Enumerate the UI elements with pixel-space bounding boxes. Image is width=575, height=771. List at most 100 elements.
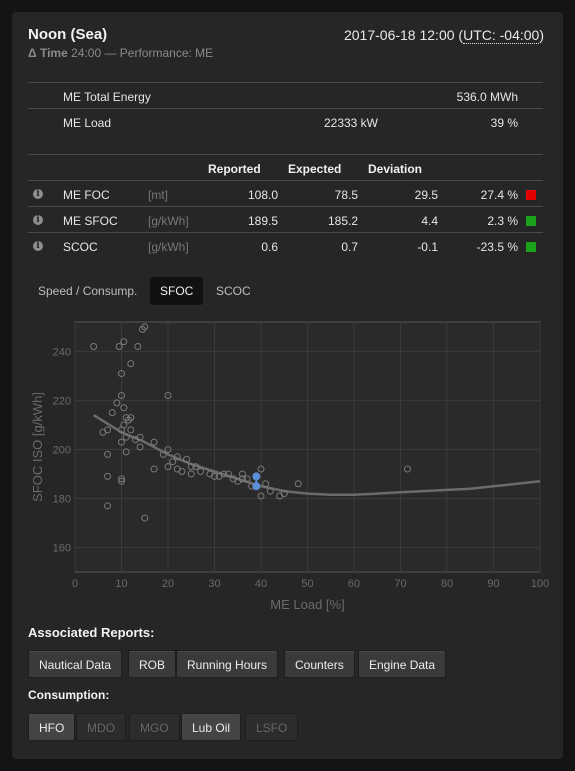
data-point: [164, 445, 172, 453]
status-indicator: [526, 190, 536, 200]
x-tick-label: 90: [487, 578, 499, 590]
data-point: [122, 433, 130, 441]
data-point: [131, 436, 139, 444]
x-tick-label: 100: [531, 578, 549, 590]
data-point: [127, 360, 135, 368]
datetime-suffix: ): [539, 27, 544, 43]
data-point: [115, 343, 123, 351]
y-tick-label: 180: [53, 493, 71, 505]
perf-unit: [g/kWh]: [148, 214, 189, 228]
data-point: [118, 369, 125, 377]
divider: [28, 232, 543, 233]
highlight-point: [252, 472, 261, 481]
data-point: [178, 468, 186, 476]
report-panel: Noon (Sea) 2017-06-18 12:00 (UTC: -04:00…: [12, 12, 563, 759]
data-point: [118, 392, 125, 400]
data-point: [104, 472, 112, 480]
associated-reports-title: Associated Reports:: [28, 625, 155, 640]
perf-unit: [mt]: [148, 188, 168, 202]
y-tick-label: 240: [53, 346, 71, 358]
rob-button[interactable]: ROB: [128, 650, 177, 678]
data-point: [159, 450, 167, 458]
data-point: [164, 463, 172, 471]
summary-value: 39 %: [490, 116, 518, 130]
perf-deviation: 29.5: [414, 188, 438, 202]
engine-data-button[interactable]: Engine Data: [358, 650, 447, 678]
data-point: [108, 409, 116, 417]
data-point: [118, 438, 125, 446]
data-point: [280, 490, 288, 498]
sfoc-chart: 0 10 20 30 40 50 60 70 80 90 100 160 180 200 220 240 ME …: [30, 321, 549, 612]
data-point: [136, 443, 144, 451]
delta-time-label: Δ Time: [28, 46, 68, 60]
expected-curve: [92, 414, 541, 497]
perf-deviation-pct: -23.5 %: [476, 240, 518, 254]
nautical-data-button[interactable]: Nautical Data: [28, 650, 123, 678]
hfo-button[interactable]: HFO: [28, 713, 76, 741]
datetime-prefix: 2017-06-18 12:00 (: [343, 27, 464, 43]
perf-reported: 108.0: [247, 188, 278, 202]
data-point: [113, 399, 121, 407]
data-point: [141, 323, 149, 331]
data-point: [183, 455, 191, 463]
data-point: [90, 343, 98, 351]
x-tick-label: 0: [72, 578, 78, 590]
x-tick-label: 10: [115, 578, 127, 590]
data-point: [238, 475, 246, 483]
data-point: [127, 426, 135, 434]
perf-label: ME FOC: [63, 188, 110, 202]
data-point: [262, 480, 270, 488]
perf-deviation: 4.4: [421, 214, 438, 228]
info-icon[interactable]: i: [33, 241, 43, 251]
summary-label: ME Total Energy: [63, 90, 151, 104]
data-point: [243, 475, 251, 483]
divider: [28, 154, 543, 155]
report-subtitle: Δ Time 24:00 — Performance: ME: [28, 46, 213, 60]
x-tick-label: 40: [255, 578, 267, 590]
counters-button[interactable]: Counters: [284, 650, 355, 678]
data-point: [187, 463, 195, 471]
x-tick-label: 20: [162, 578, 174, 590]
perf-deviation-pct: 2.3 %: [487, 214, 518, 228]
data-point: [173, 453, 181, 461]
y-axis-label: SFOC ISO [g/kWh]: [30, 392, 45, 502]
consumption-title: Consumption:: [28, 688, 110, 702]
perf-deviation-pct: 27.4 %: [480, 188, 518, 202]
lub-oil-button[interactable]: Lub Oil: [181, 713, 242, 741]
report-title: Noon (Sea): [28, 26, 108, 43]
x-tick-label: 60: [348, 578, 360, 590]
running-hours-button[interactable]: Running Hours: [176, 650, 279, 678]
divider: [28, 180, 543, 181]
y-tick-label: 200: [53, 444, 71, 456]
lsfo-button: LSFO: [245, 713, 299, 741]
report-datetime: 2017-06-18 12:00 (UTC: -04:00): [343, 27, 544, 44]
info-icon[interactable]: i: [33, 215, 43, 225]
perf-unit: [g/kWh]: [148, 240, 189, 254]
data-point: [187, 470, 195, 478]
tab-sfoc[interactable]: SFOC: [150, 277, 204, 305]
info-icon[interactable]: i: [33, 189, 43, 199]
data-point: [403, 465, 411, 473]
y-tick-label: 220: [53, 395, 71, 407]
col-deviation: Deviation: [368, 162, 423, 176]
data-point: [257, 465, 265, 473]
delta-time-value: 24:00 — Performance: ME: [71, 46, 214, 60]
data-point: [120, 338, 128, 346]
data-point: [294, 480, 302, 488]
tab-speed-consumption[interactable]: Speed / Consump.: [38, 284, 138, 298]
data-point: [120, 404, 128, 412]
data-point: [134, 343, 142, 351]
x-tick-label: 70: [394, 578, 406, 590]
perf-label: SCOC: [63, 240, 98, 254]
tab-scoc[interactable]: SCOC: [216, 284, 251, 298]
data-point: [118, 477, 125, 485]
data-point: [150, 438, 158, 446]
data-point: [257, 492, 265, 500]
data-point: [118, 475, 125, 483]
x-tick-label: 50: [301, 578, 313, 590]
divider: [28, 82, 543, 83]
data-point: [211, 472, 218, 480]
data-point: [197, 468, 205, 476]
timezone-link[interactable]: UTC: -04:00: [463, 27, 540, 44]
divider: [28, 206, 543, 207]
